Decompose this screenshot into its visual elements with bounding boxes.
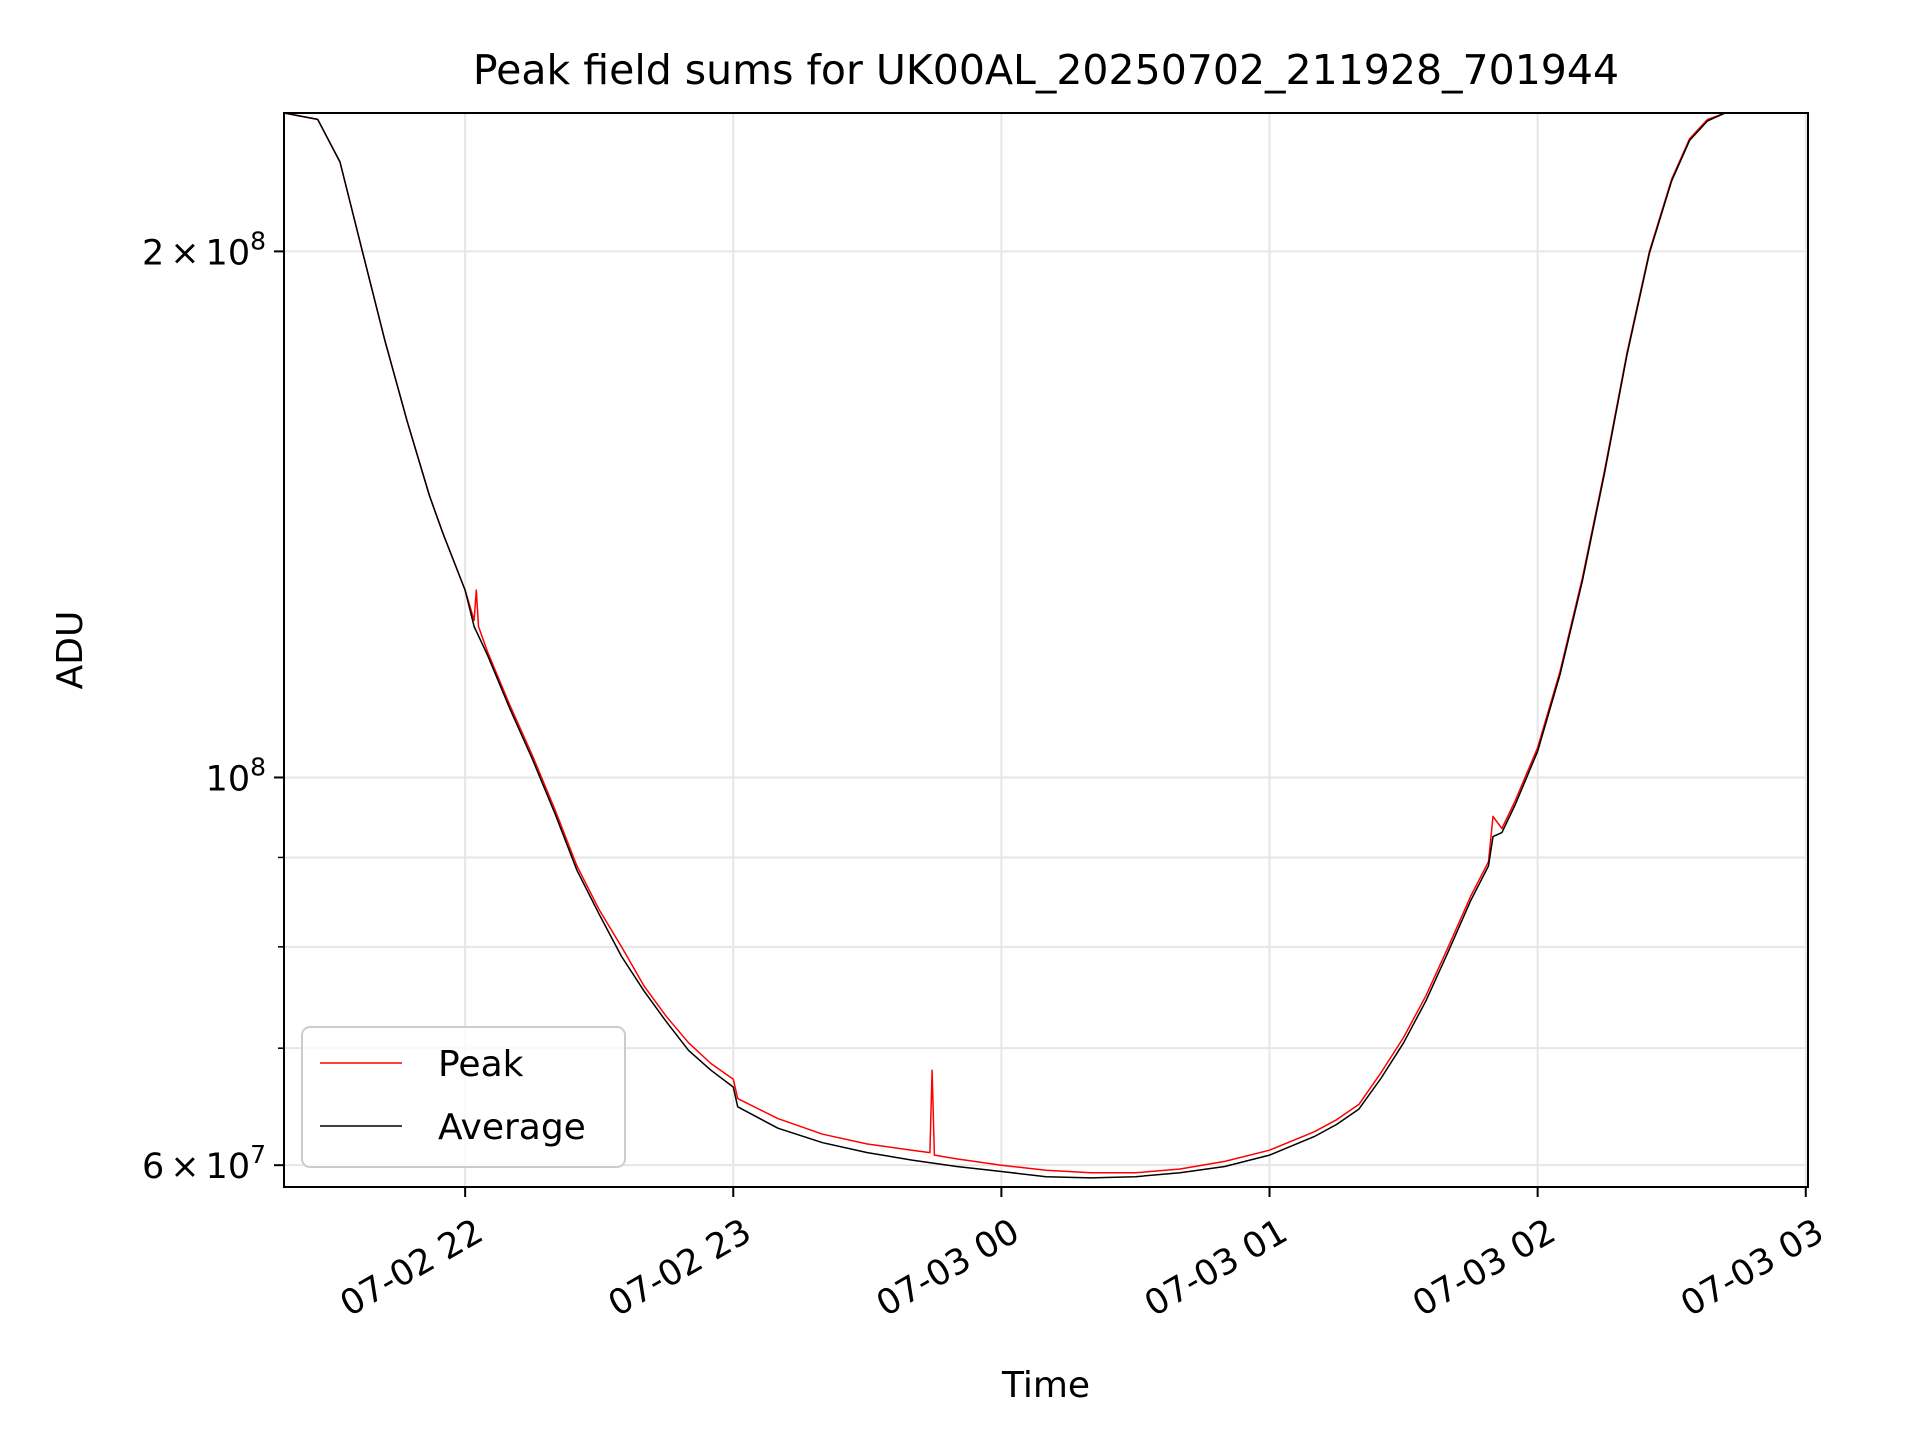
legend-box xyxy=(301,1026,626,1168)
grid-lines xyxy=(284,113,1808,1187)
y-tick-label: 2 × 108 xyxy=(142,226,266,273)
y-axis-label: ADU xyxy=(50,611,91,690)
chart-title: Peak field sums for UK00AL_20250702_2119… xyxy=(473,46,1619,94)
x-axis-label: Time xyxy=(1001,1365,1090,1406)
legend-label-average: Average xyxy=(438,1107,586,1148)
series-line-average xyxy=(284,113,1808,1179)
plot-frame xyxy=(283,112,1809,1188)
series-line-peak xyxy=(284,113,1808,1174)
legend: Peak Average xyxy=(301,1026,626,1168)
y-tick-label: 108 xyxy=(206,752,266,799)
plot-series xyxy=(284,113,1808,1179)
y-tick-label: 6 × 107 xyxy=(142,1140,266,1187)
legend-label-peak: Peak xyxy=(438,1044,524,1085)
